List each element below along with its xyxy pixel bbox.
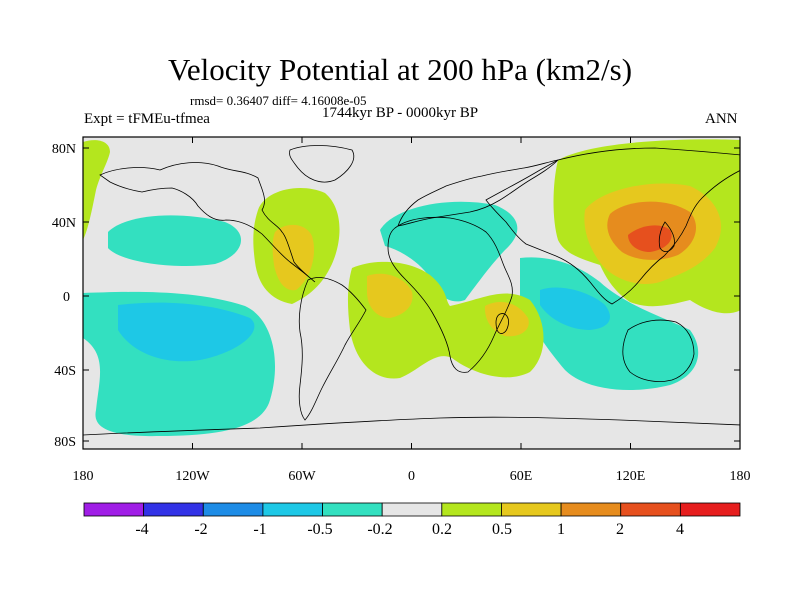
coastline-japan <box>658 221 675 252</box>
colorbar-label: -2 <box>194 521 207 538</box>
lat-label: 80N <box>52 142 76 157</box>
colorbar-label: 2 <box>616 521 624 538</box>
stats-text: rmsd= 0.36407 diff= 4.16008e-05 <box>190 93 367 108</box>
colorbar <box>83 502 741 517</box>
colorbar-swatch <box>381 502 443 517</box>
coastline-south-america <box>298 277 367 421</box>
map-plot-area <box>83 137 740 449</box>
contour-neg-north-pacific <box>108 215 242 267</box>
lat-label: 40N <box>52 216 76 231</box>
coastline-north-america <box>99 162 316 283</box>
coastline-asia <box>485 147 740 305</box>
contour-neg-pacific-core <box>118 302 255 362</box>
colorbar-swatch <box>620 502 681 517</box>
colorbar-swatch <box>83 502 145 517</box>
colorbar-label: 1 <box>557 521 565 538</box>
coastline-madagascar <box>495 313 509 334</box>
period-text: 1744kyr BP - 0000kyr BP <box>322 105 479 121</box>
contour-pos-caribbean <box>272 224 315 291</box>
contour-pos-west-africa <box>367 273 413 318</box>
contour-neg-africa-north <box>380 201 518 302</box>
positive-contours <box>83 139 740 379</box>
coastline-antarctica <box>83 416 740 436</box>
lon-label: 120W <box>175 469 210 484</box>
lon-label: 0 <box>408 469 415 484</box>
colorbar-label: -1 <box>253 521 266 538</box>
colorbar-label: -0.5 <box>307 521 332 538</box>
contour-pos-madagascar <box>484 302 529 337</box>
colorbar-label: 4 <box>676 521 684 538</box>
coastline-australia <box>622 319 695 382</box>
lat-tick-marks <box>83 147 740 442</box>
lon-label: 180 <box>73 469 94 484</box>
colorbar-swatch <box>322 502 383 517</box>
map-title: Velocity Potential at 200 hPa (km2/s) <box>167 52 633 87</box>
contour-neg-indian-core <box>540 287 610 330</box>
lat-label: 80S <box>54 435 76 450</box>
coastlines <box>83 145 740 436</box>
colorbar-swatch <box>441 502 502 517</box>
colorbar-label: -4 <box>135 521 148 538</box>
coastline-greenland <box>289 145 355 183</box>
lat-tick-labels: 80N 40N 0 40S 80S <box>52 142 76 450</box>
colorbar-label: 0.5 <box>492 521 512 538</box>
coastline-africa <box>387 216 513 373</box>
colorbar-swatch <box>679 502 741 517</box>
experiment-text: Expt = tFMEu-tfmea <box>84 111 210 127</box>
colorbar-swatch <box>560 502 622 517</box>
colorbar-swatch <box>262 502 323 517</box>
season-text: ANN <box>705 111 738 127</box>
lon-label: 60W <box>288 469 316 484</box>
colorbar-swatch <box>143 502 204 517</box>
colorbar-swatch <box>501 502 562 517</box>
lon-label: 60E <box>510 469 533 484</box>
colorbar-label: 0.2 <box>432 521 452 538</box>
colorbar-labels: -4 -2 -1 -0.5 -0.2 0.2 0.5 1 2 4 <box>135 521 684 538</box>
contour-pos-alaska <box>83 140 110 240</box>
colorbar-swatch <box>202 502 264 517</box>
lon-label: 120E <box>616 469 646 484</box>
lon-tick-marks <box>82 137 741 449</box>
lat-label: 0 <box>63 290 70 305</box>
colorbar-label: -0.2 <box>367 521 392 538</box>
lon-tick-labels: 180 120W 60W 0 60E 120E 180 <box>73 469 751 484</box>
lon-label: 180 <box>730 469 751 484</box>
lat-label: 40S <box>54 364 76 379</box>
